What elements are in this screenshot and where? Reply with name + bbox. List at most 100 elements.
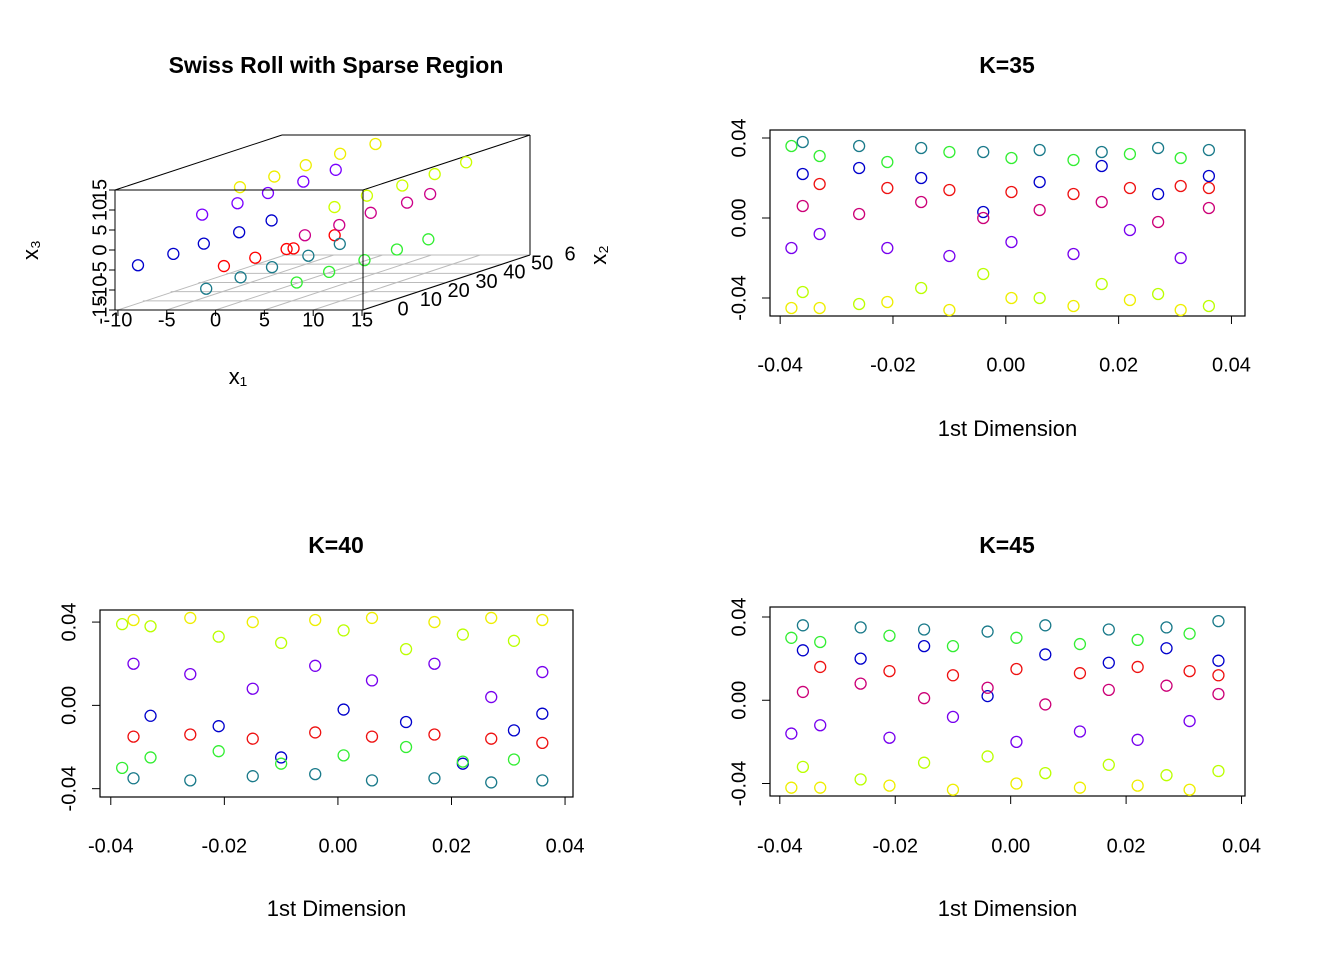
point [485, 776, 498, 789]
point [456, 628, 469, 641]
point [274, 636, 288, 650]
point [459, 156, 473, 169]
point [1102, 656, 1115, 669]
point [785, 631, 798, 644]
point [917, 692, 931, 705]
x-tick-label: -10 [103, 309, 132, 331]
x-tick-label: -0.02 [202, 835, 248, 857]
point [881, 155, 894, 169]
point [1010, 777, 1023, 790]
point [265, 214, 278, 227]
y-tick-label: -0.04 [58, 766, 80, 812]
point [144, 620, 157, 633]
x-axis-label: 1st Dimension [267, 896, 406, 921]
point [1174, 251, 1187, 265]
point [977, 205, 990, 219]
point [852, 297, 866, 311]
point [943, 183, 956, 197]
x-tick-label: 0.02 [432, 835, 471, 857]
point [233, 226, 246, 239]
panel-title: K=35 [979, 52, 1035, 78]
point [917, 756, 931, 769]
panel-title: Swiss Roll with Sparse Region [169, 52, 504, 78]
point [1212, 669, 1225, 682]
point [212, 630, 225, 643]
point [322, 265, 336, 279]
point [144, 751, 157, 764]
point [915, 281, 928, 295]
point [280, 242, 293, 256]
point [796, 285, 809, 299]
point [234, 271, 247, 284]
point [299, 159, 312, 172]
point [977, 145, 990, 159]
point [265, 260, 279, 274]
y-tick-label: 40 [503, 262, 525, 284]
point [881, 181, 894, 195]
point [796, 760, 810, 774]
point [246, 682, 259, 695]
y-tick-label: 10 [420, 289, 442, 311]
point [1005, 185, 1018, 199]
z-tick-label: 10 [89, 199, 111, 221]
point [1131, 633, 1144, 647]
z-tick-label: 15 [89, 179, 111, 201]
point [881, 241, 894, 255]
point [428, 728, 441, 741]
point [329, 163, 342, 176]
point [1202, 181, 1216, 195]
point [249, 251, 262, 264]
point [246, 615, 259, 629]
point [1212, 654, 1225, 667]
x-axis-label: 1st Dimension [938, 896, 1077, 921]
point [854, 677, 867, 690]
point [1160, 769, 1173, 782]
point [399, 642, 413, 656]
y-tick-label: 6 [564, 243, 575, 265]
point [396, 179, 409, 192]
point [943, 249, 956, 263]
point [1073, 725, 1087, 738]
z-tick-label: 0 [89, 244, 111, 255]
point [358, 253, 371, 267]
point [1123, 293, 1137, 307]
point [946, 783, 960, 796]
point [854, 773, 867, 786]
point [485, 611, 498, 625]
point [981, 689, 994, 703]
point [1202, 169, 1216, 183]
y-tick-label: 50 [531, 252, 553, 274]
point [536, 736, 549, 750]
point [814, 635, 827, 649]
x-tick-label: 5 [259, 309, 270, 331]
y-tick-label: 20 [448, 280, 470, 302]
point [274, 757, 288, 770]
point [1174, 151, 1187, 165]
x-tick-label: 15 [351, 309, 373, 331]
y-tick-label: 30 [475, 271, 497, 293]
point [1131, 779, 1144, 792]
point [946, 710, 960, 724]
point [400, 196, 414, 209]
z-tick-label: -15 [89, 296, 111, 325]
y-tick-label: 0.04 [58, 603, 80, 642]
point [399, 740, 413, 754]
point [1151, 141, 1165, 155]
point [1005, 151, 1018, 165]
point [333, 147, 347, 160]
point [536, 707, 549, 720]
point [197, 237, 210, 250]
point [1202, 299, 1216, 313]
point [1183, 714, 1196, 728]
point [1131, 733, 1144, 746]
point [796, 199, 809, 213]
x-axis-label: 1st Dimension [938, 416, 1077, 441]
point [917, 623, 931, 636]
point [536, 774, 549, 787]
point [981, 681, 994, 694]
point [1033, 175, 1046, 189]
point [1039, 698, 1052, 711]
point [1039, 648, 1052, 661]
point [1067, 247, 1080, 261]
